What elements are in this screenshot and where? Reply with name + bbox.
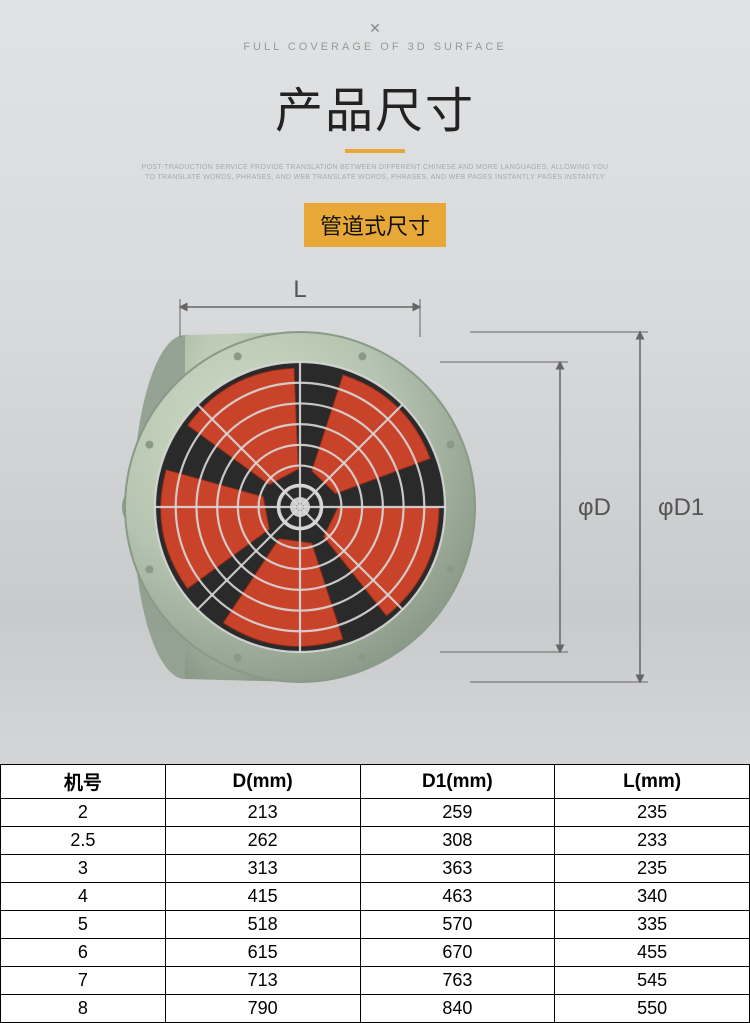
table-cell: 335	[555, 911, 750, 939]
table-row: 7713763545	[1, 967, 750, 995]
table-cell: 2.5	[1, 827, 166, 855]
table-cell: 670	[360, 939, 555, 967]
dimensions-table: 机号D(mm)D1(mm)L(mm) 22132592352.526230823…	[0, 764, 750, 1023]
table-cell: 340	[555, 883, 750, 911]
table-cell: 455	[555, 939, 750, 967]
table-cell: 213	[165, 799, 360, 827]
close-x-decoration: ✕	[0, 20, 750, 37]
table-cell: 713	[165, 967, 360, 995]
table-cell: 2	[1, 799, 166, 827]
table-cell: 313	[165, 855, 360, 883]
subtext: POST-TRADUCTION SERVICE PROVIDE TRANSLAT…	[0, 163, 750, 183]
table-row: 2.5262308233	[1, 827, 750, 855]
table-cell: 3	[1, 855, 166, 883]
table-cell: 5	[1, 911, 166, 939]
table-cell: 4	[1, 883, 166, 911]
table-cell: 463	[360, 883, 555, 911]
table-cell: 235	[555, 855, 750, 883]
table-cell: 308	[360, 827, 555, 855]
table-row: 5518570335	[1, 911, 750, 939]
svg-text:φD1: φD1	[658, 494, 704, 521]
header-block: ✕ FULL COVERAGE OF 3D SURFACE 产品尺寸 POST-…	[0, 0, 750, 183]
table-cell: 7	[1, 967, 166, 995]
svg-text:φD: φD	[578, 494, 611, 521]
table-cell: 570	[360, 911, 555, 939]
table-cell: 518	[165, 911, 360, 939]
table-cell: 790	[165, 995, 360, 1023]
table-cell: 235	[555, 799, 750, 827]
table-header: D1(mm)	[360, 765, 555, 799]
table-cell: 763	[360, 967, 555, 995]
table-cell: 262	[165, 827, 360, 855]
table-header: L(mm)	[555, 765, 750, 799]
table-row: 3313363235	[1, 855, 750, 883]
table-cell: 550	[555, 995, 750, 1023]
table-cell: 259	[360, 799, 555, 827]
title-underline	[345, 149, 405, 153]
table-header: D(mm)	[165, 765, 360, 799]
table-cell: 363	[360, 855, 555, 883]
page-title: 产品尺寸	[0, 71, 750, 141]
svg-text:L: L	[293, 276, 306, 303]
table-cell: 840	[360, 995, 555, 1023]
dimensions-table-wrap: 机号D(mm)D1(mm)L(mm) 22132592352.526230823…	[0, 764, 750, 1023]
product-diagram: LφD φD1	[0, 257, 750, 737]
table-cell: 8	[1, 995, 166, 1023]
table-cell: 615	[165, 939, 360, 967]
diagram-svg: LφD φD1	[0, 257, 750, 737]
section-label: 管道式尺寸	[304, 203, 446, 247]
table-cell: 6	[1, 939, 166, 967]
table-header: 机号	[1, 765, 166, 799]
table-cell: 415	[165, 883, 360, 911]
table-cell: 545	[555, 967, 750, 995]
table-row: 8790840550	[1, 995, 750, 1023]
table-row: 6615670455	[1, 939, 750, 967]
table-row: 4415463340	[1, 883, 750, 911]
table-row: 2213259235	[1, 799, 750, 827]
table-cell: 233	[555, 827, 750, 855]
tagline: FULL COVERAGE OF 3D SURFACE	[0, 41, 750, 53]
